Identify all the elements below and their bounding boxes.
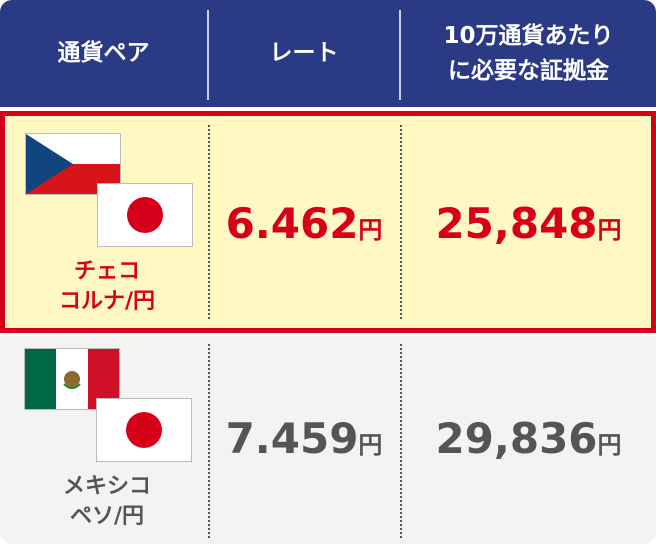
header-divider (399, 10, 401, 100)
flag-japan (97, 183, 193, 247)
margin-value: 29,836 (435, 414, 598, 463)
row: チェコ コルナ/円 6.462円 25,848円 (0, 111, 656, 333)
rate: 6.462円 (209, 199, 399, 248)
rate-value: 7.459 (225, 414, 359, 463)
unit: 円 (597, 216, 622, 244)
divider (208, 344, 210, 538)
unit: 円 (358, 216, 383, 244)
row: メキシコ ペソ/円 7.459円 29,836円 (0, 336, 656, 544)
unit: 円 (358, 431, 383, 459)
divider (400, 125, 402, 319)
margin-value: 25,848 (435, 199, 598, 248)
margin: 29,836円 (401, 414, 656, 463)
header-text: に必要な証拠金 (448, 57, 609, 84)
header-text: レート (269, 40, 339, 66)
margin: 25,848円 (401, 199, 656, 248)
pair-text: メキシコ (62, 474, 151, 499)
pair-text: ペソ/円 (69, 504, 145, 529)
pair-label: チェココルナ/円 (20, 257, 194, 317)
header-divider (207, 10, 209, 100)
pair-text: コルナ/円 (58, 289, 156, 314)
header-cell: 10万通貨あたり に必要な証拠金 (401, 0, 656, 107)
pair-label: メキシコペソ/円 (20, 472, 194, 532)
rate-value: 6.462 (225, 199, 359, 248)
rate: 7.459円 (209, 414, 399, 463)
divider (400, 344, 402, 538)
header-cell: 通貨ペア (0, 0, 207, 107)
pair-text: チェコ (73, 259, 140, 284)
header (0, 0, 656, 107)
unit: 円 (597, 431, 622, 459)
flag-czech (25, 133, 121, 195)
divider (208, 125, 210, 319)
header-text: 通貨ペア (57, 40, 150, 66)
flag-japan (96, 398, 192, 462)
header-cell: レート (209, 0, 399, 107)
header-text: 10万通貨あたり (443, 22, 614, 49)
